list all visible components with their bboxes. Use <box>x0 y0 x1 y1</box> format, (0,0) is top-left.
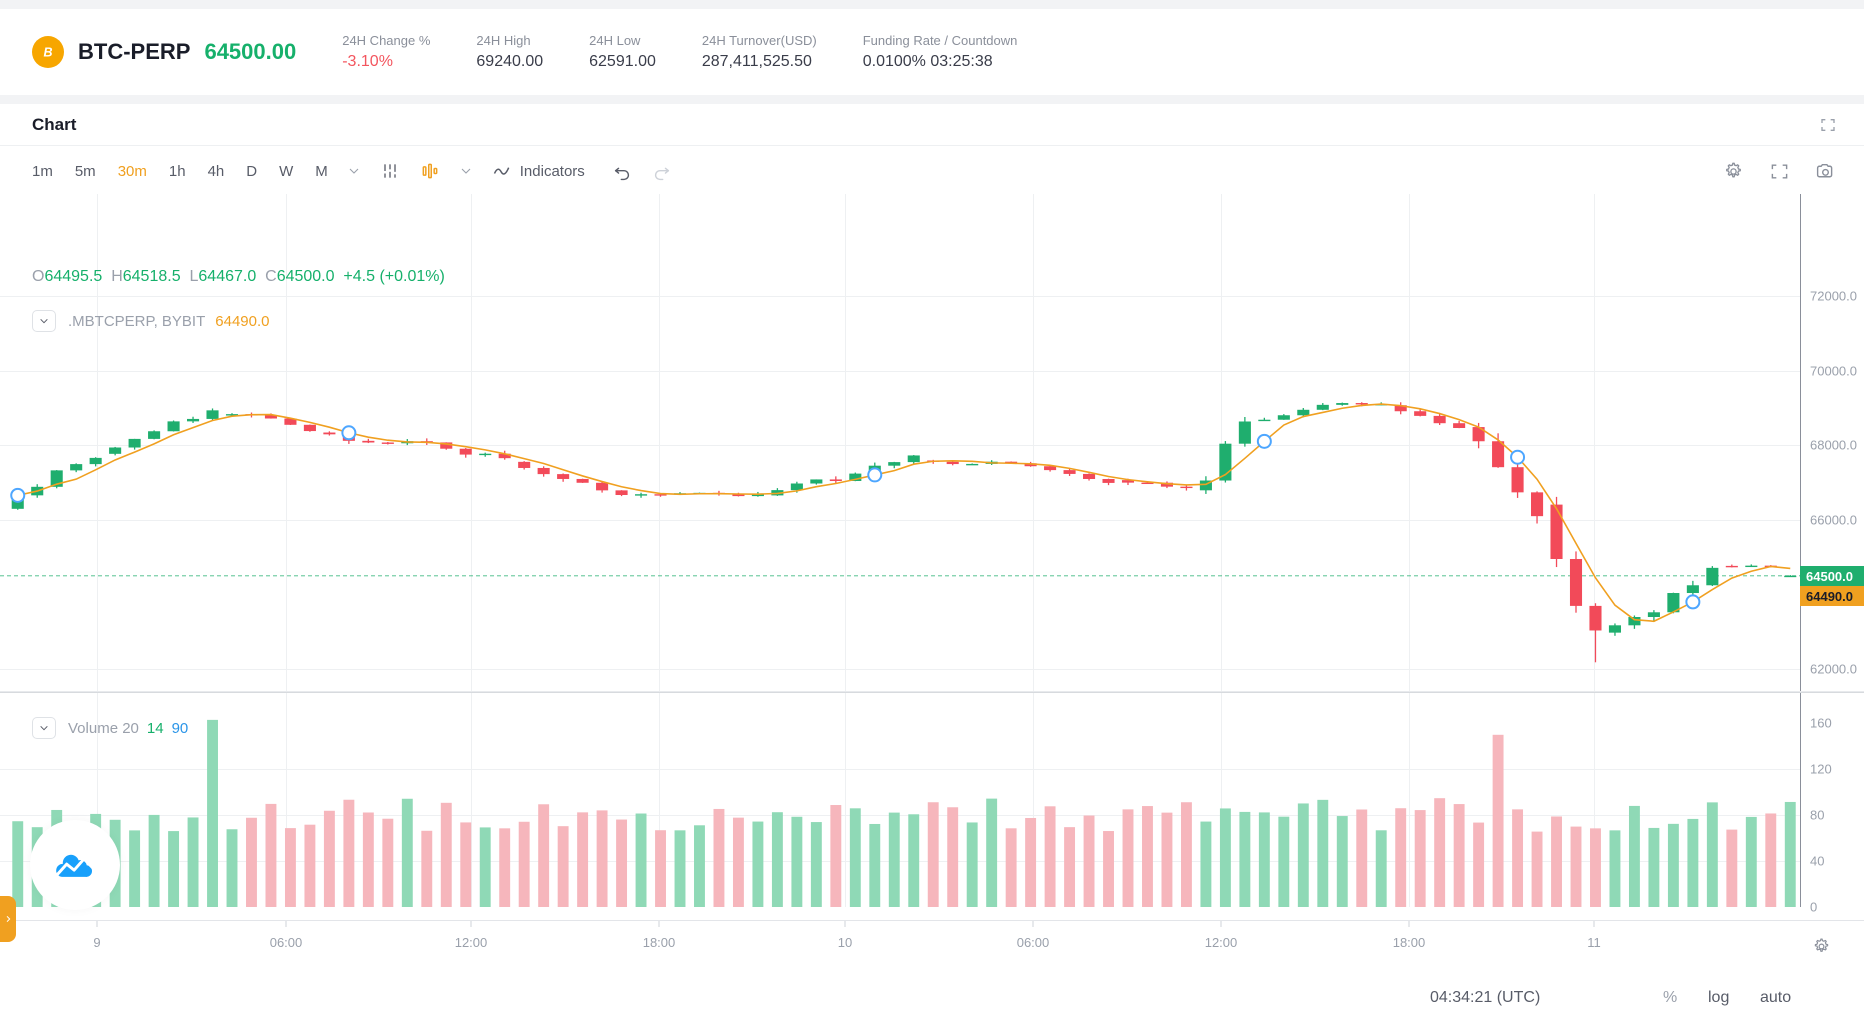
svg-text:B: B <box>43 45 52 59</box>
